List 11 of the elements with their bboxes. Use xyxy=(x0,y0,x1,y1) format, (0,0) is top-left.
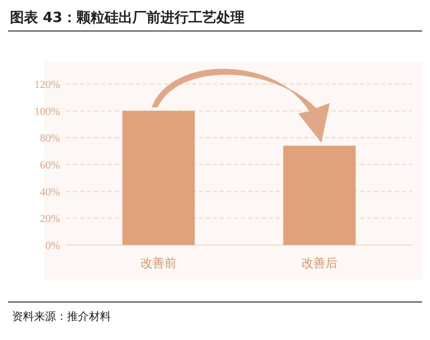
chart-title: 图表 43：颗粒硅出厂前进行工艺处理 xyxy=(10,10,244,26)
y-tick-label: 20% xyxy=(40,213,60,226)
text: 资料来源：推介材料 xyxy=(12,310,111,323)
x-tick-label: 改善后 xyxy=(301,256,338,270)
x-tick-label: 改善前 xyxy=(140,256,177,270)
y-tick-label: 120% xyxy=(34,79,60,91)
y-tick-label: 80% xyxy=(40,132,60,145)
y-tick-label: 100% xyxy=(34,106,60,118)
y-tick-label: 40% xyxy=(40,186,60,198)
y-tick-label: 60% xyxy=(40,160,60,172)
y-tick-label: 0% xyxy=(45,240,60,252)
